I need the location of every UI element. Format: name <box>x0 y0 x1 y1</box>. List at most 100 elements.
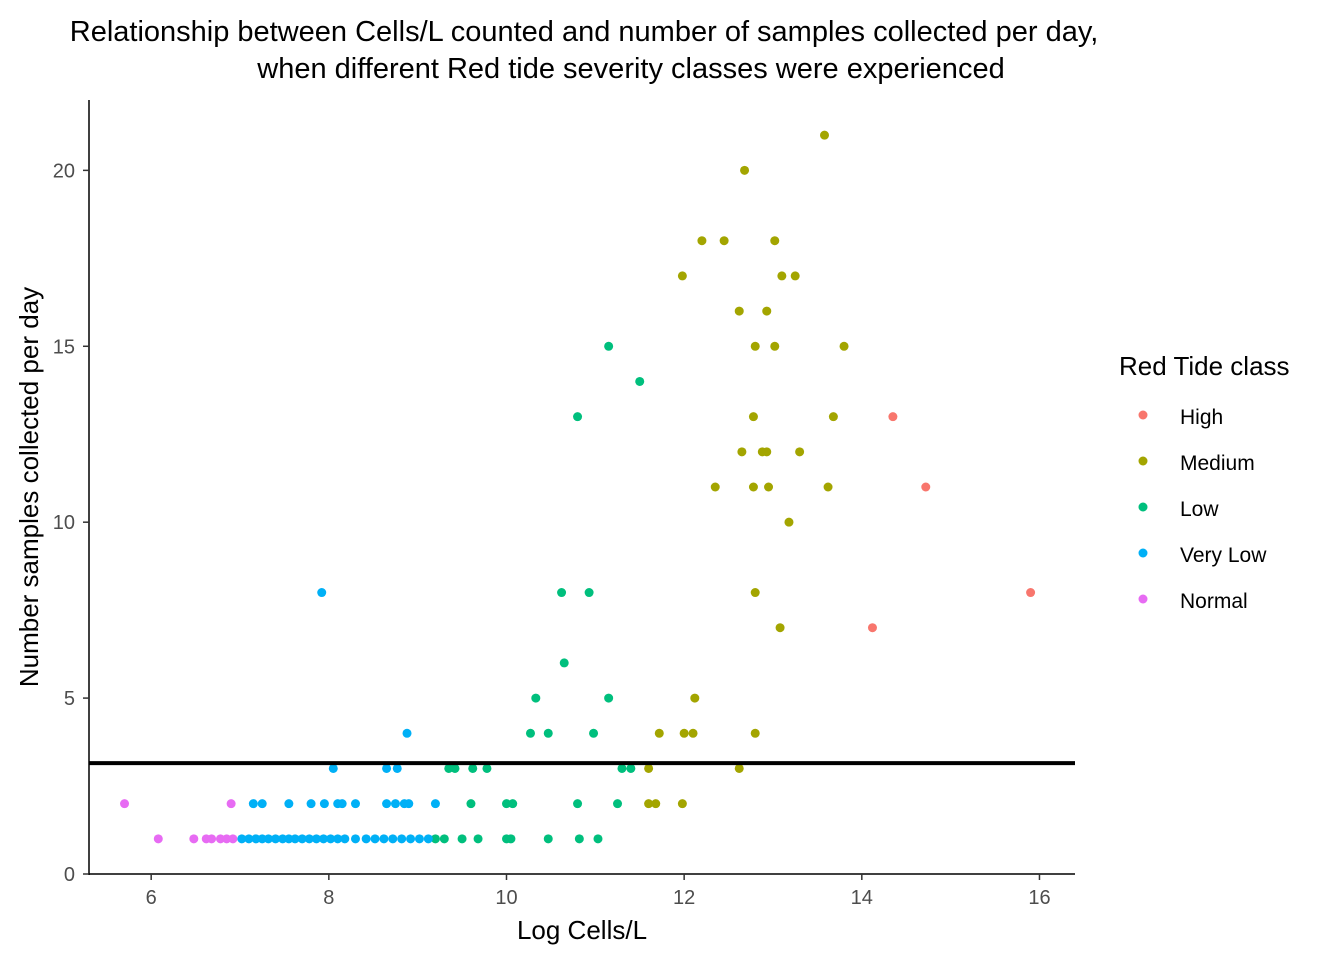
data-point <box>466 799 476 809</box>
legend-label: Low <box>1180 498 1219 521</box>
data-point <box>719 236 729 246</box>
legend-items: High Medium Low Very Low Normal <box>1138 406 1267 613</box>
legend-swatch <box>1138 410 1148 420</box>
data-point <box>750 588 760 598</box>
data-point <box>304 834 314 844</box>
data-point <box>823 482 833 492</box>
data-point <box>543 728 553 738</box>
data-point <box>784 517 794 527</box>
data-point <box>573 799 583 809</box>
y-tick-label: 0 <box>64 864 75 886</box>
data-point <box>361 834 371 844</box>
data-point <box>677 799 687 809</box>
data-point <box>543 834 553 844</box>
data-point <box>921 482 931 492</box>
data-point <box>340 834 350 844</box>
data-point <box>613 799 623 809</box>
x-tick-label: 10 <box>495 887 517 909</box>
data-point <box>404 799 414 809</box>
data-point <box>508 799 518 809</box>
data-point <box>311 834 321 844</box>
data-point <box>406 834 416 844</box>
data-point <box>439 834 449 844</box>
data-point <box>237 834 247 844</box>
legend-label: Medium <box>1180 452 1255 475</box>
series-low <box>430 341 645 844</box>
data-point <box>748 482 758 492</box>
data-point <box>251 834 261 844</box>
legend-item: Medium <box>1138 452 1255 475</box>
data-point <box>750 341 760 351</box>
data-point <box>1026 588 1036 598</box>
y-tick-label: 5 <box>64 688 75 710</box>
data-point <box>388 834 398 844</box>
data-point <box>370 834 380 844</box>
data-point <box>319 834 329 844</box>
data-point <box>644 763 654 773</box>
data-point <box>748 412 758 422</box>
legend-label: High <box>1180 406 1223 429</box>
data-point <box>651 799 661 809</box>
data-point <box>888 412 898 422</box>
x-axis-label: Log Cells/L <box>517 915 647 945</box>
data-point <box>574 834 584 844</box>
legend-swatch <box>1138 502 1148 512</box>
data-point <box>222 834 232 844</box>
data-point <box>207 834 217 844</box>
y-tick-label: 10 <box>53 512 75 534</box>
series-very-low <box>237 588 440 844</box>
data-point <box>306 799 316 809</box>
data-point <box>482 763 492 773</box>
data-point <box>284 834 294 844</box>
series-high <box>867 412 1036 633</box>
data-point <box>679 728 689 738</box>
data-point <box>444 763 454 773</box>
chart-title: Relationship between Cells/L counted and… <box>70 16 1099 48</box>
data-point <box>297 834 307 844</box>
data-point <box>473 834 483 844</box>
data-point <box>392 763 402 773</box>
data-point <box>248 799 258 809</box>
data-point <box>688 728 698 738</box>
data-point <box>402 728 412 738</box>
x-tick-label: 12 <box>673 887 695 909</box>
legend-swatch <box>1138 548 1148 558</box>
data-point <box>189 834 199 844</box>
data-point <box>777 271 787 281</box>
data-point <box>350 834 360 844</box>
data-point <box>328 763 338 773</box>
data-point <box>531 693 541 703</box>
data-point <box>390 799 400 809</box>
data-point <box>525 728 535 738</box>
data-point <box>626 763 636 773</box>
data-point <box>740 165 750 175</box>
data-point <box>867 623 877 633</box>
data-point <box>617 763 627 773</box>
data-point <box>382 799 392 809</box>
data-point <box>244 834 254 844</box>
data-point <box>430 834 440 844</box>
data-point <box>770 341 780 351</box>
data-point <box>770 236 780 246</box>
data-point <box>397 834 407 844</box>
data-point <box>557 588 567 598</box>
x-tick-label: 6 <box>146 887 157 909</box>
data-point <box>820 130 829 140</box>
series-normal <box>120 799 238 844</box>
data-point <box>795 447 805 457</box>
legend-swatch <box>1138 456 1148 466</box>
data-point <box>604 341 614 351</box>
data-point <box>506 834 516 844</box>
data-point <box>326 834 336 844</box>
data-point <box>430 799 440 809</box>
data-point <box>257 834 267 844</box>
legend-item: Very Low <box>1138 544 1267 567</box>
x-tick-label: 14 <box>851 887 873 909</box>
data-point <box>120 799 130 809</box>
data-point <box>593 834 603 844</box>
data-point <box>317 588 327 598</box>
data-point <box>734 763 744 773</box>
data-point <box>790 271 800 281</box>
data-point <box>423 834 433 844</box>
